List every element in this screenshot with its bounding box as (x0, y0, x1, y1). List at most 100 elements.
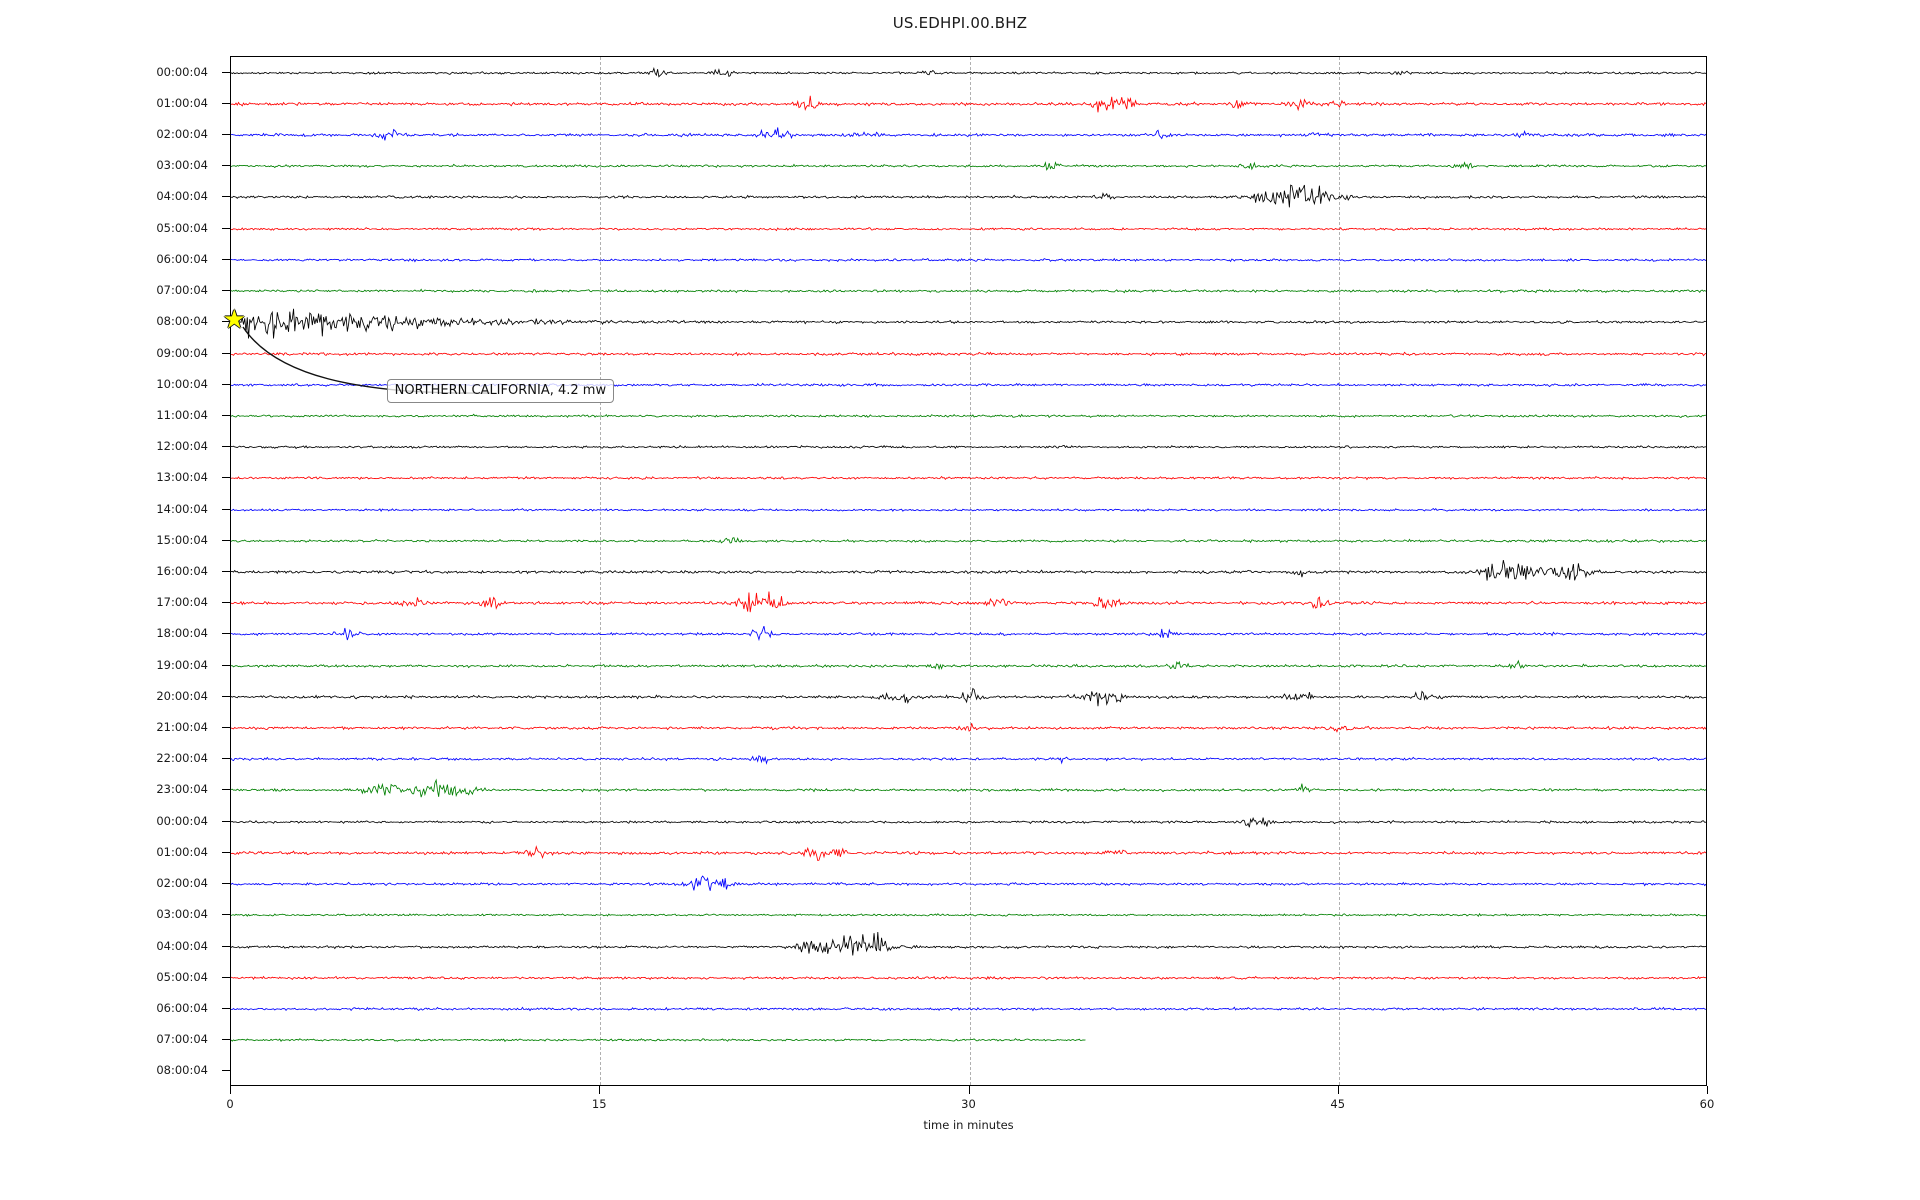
trace-row (231, 524, 1706, 558)
y-tick-mark (222, 727, 230, 729)
y-tick-label: 22:00:04 (156, 751, 208, 766)
y-tick-mark (222, 976, 230, 978)
x-tick-label: 60 (1699, 1097, 1715, 1111)
y-tick-label: 16:00:04 (156, 564, 208, 578)
x-tick-label: 15 (591, 1097, 607, 1111)
y-tick-mark (222, 820, 230, 822)
y-tick-mark (222, 196, 230, 198)
trace-path (231, 161, 1706, 172)
page-title: US.EDHPI.00.BHZ (892, 14, 1028, 32)
trace-row (231, 898, 1706, 932)
trace-row (231, 617, 1706, 651)
trace-row (231, 930, 1706, 964)
y-tick-mark (222, 1039, 230, 1041)
y-tick-mark (222, 165, 230, 167)
x-tick-mark (1707, 1086, 1708, 1094)
y-tick-mark (222, 477, 230, 479)
trace-path (231, 127, 1706, 141)
trace-path (231, 1006, 1706, 1012)
trace-row (231, 649, 1706, 683)
gridline (600, 57, 602, 1085)
trace-row (231, 118, 1706, 152)
y-tick-label: 08:00:04 (156, 1063, 208, 1078)
y-tick-label: 17:00:04 (156, 595, 208, 610)
y-tick-mark (222, 508, 230, 510)
y-tick-label: 04:00:04 (156, 189, 208, 204)
trace-path (231, 413, 1706, 419)
trace-path (231, 845, 1706, 861)
trace-path (231, 257, 1706, 263)
trace-row (231, 399, 1706, 433)
trace-path (231, 913, 1706, 918)
gridline (969, 57, 971, 1085)
y-tick-label: 01:00:04 (156, 95, 208, 110)
x-tick-mark (599, 1086, 601, 1094)
y-tick-label: 21:00:04 (156, 720, 208, 735)
y-tick-mark (222, 883, 230, 885)
y-tick-mark (222, 134, 230, 136)
trace-row (231, 961, 1706, 995)
trace-path (231, 226, 1706, 231)
y-tick-mark (222, 758, 230, 760)
y-tick-label: 07:00:04 (156, 283, 208, 298)
trace-path (231, 507, 1706, 512)
trace-path (231, 476, 1706, 481)
y-tick-mark (222, 383, 230, 385)
trace-path (231, 816, 1706, 828)
y-tick-label: 02:00:04 (156, 127, 208, 142)
trace-path (231, 659, 1706, 670)
trace-row (231, 461, 1706, 495)
trace-path (231, 288, 1706, 294)
trace-row (231, 493, 1706, 527)
y-tick-label: 20:00:04 (156, 688, 208, 703)
y-axis-tick-marks (0, 56, 230, 1086)
y-tick-mark (222, 945, 230, 947)
trace-row (231, 430, 1706, 464)
trace-path (231, 184, 1706, 208)
y-tick-label: 07:00:04 (156, 1032, 208, 1047)
y-tick-label: 02:00:04 (156, 876, 208, 891)
trace-row (231, 555, 1706, 589)
y-tick-label: 10:00:04 (156, 376, 208, 391)
trace-row (231, 711, 1706, 745)
y-tick-label: 01:00:04 (156, 844, 208, 859)
trace-row (231, 180, 1706, 214)
trace-row (231, 337, 1706, 371)
trace-path (231, 351, 1706, 356)
trace-path (231, 687, 1706, 707)
trace-row (231, 212, 1706, 246)
x-axis-label: time in minutes (923, 1118, 1014, 1132)
y-tick-label: 09:00:04 (156, 345, 208, 360)
trace-path (231, 559, 1706, 581)
y-tick-mark (222, 102, 230, 104)
y-tick-label: 05:00:04 (156, 220, 208, 235)
trace-row (231, 1023, 1706, 1057)
trace-path (231, 444, 1706, 450)
trace-path (231, 875, 1706, 892)
y-tick-mark (222, 914, 230, 916)
gridline (1338, 57, 1340, 1085)
y-tick-mark (222, 633, 230, 635)
plot-area (230, 56, 1707, 1086)
y-tick-mark (222, 851, 230, 853)
y-tick-label: 06:00:04 (156, 1000, 208, 1015)
y-tick-mark (222, 695, 230, 697)
trace-row (231, 274, 1706, 308)
trace-path (231, 723, 1706, 733)
trace-row (231, 1054, 1706, 1085)
y-axis-tick-labels: 00:00:04 01:00:04 02:00:04 03:00:04 04:00:04… (0, 56, 222, 1086)
trace-path (231, 755, 1706, 766)
trace-path (231, 536, 1706, 544)
trace-path (231, 1038, 1086, 1043)
trace-path (231, 975, 1706, 980)
y-tick-label: 06:00:04 (156, 251, 208, 266)
y-tick-mark (222, 321, 230, 323)
trace-row (231, 243, 1706, 277)
y-tick-mark (222, 1007, 230, 1009)
y-tick-label: 05:00:04 (156, 969, 208, 984)
trace-path (231, 309, 1706, 339)
y-tick-mark (222, 414, 230, 416)
y-tick-label: 03:00:04 (156, 907, 208, 922)
y-tick-label: 11:00:04 (156, 407, 208, 422)
